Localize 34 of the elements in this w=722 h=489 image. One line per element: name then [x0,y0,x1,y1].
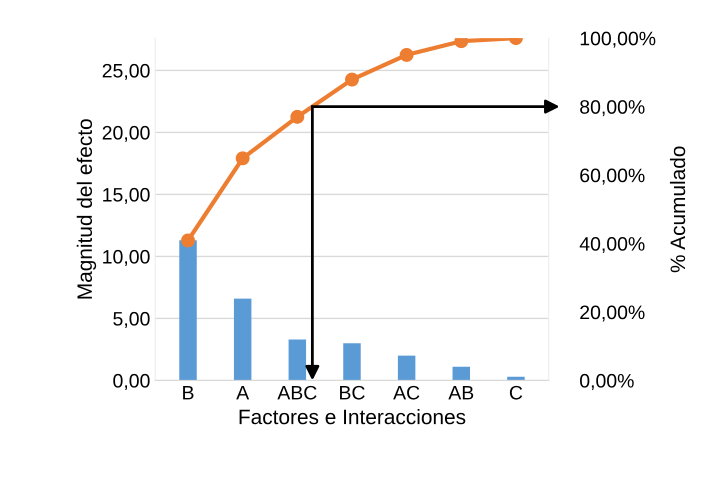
y-tick-label: 10,00 [103,250,150,266]
point [345,72,359,87]
y2-tick-label: 60,00% [580,168,645,185]
bar [288,340,306,380]
x-tick-label: BC [340,386,365,400]
y-tick-label: 0,00 [113,374,150,390]
bar [179,240,197,380]
y-tick-label: 5,00 [113,312,150,328]
x-tick-label: ABC [277,386,317,400]
bar [234,298,252,380]
x-tick-label: AB [448,386,474,400]
x-axis-title: Factores e Interacciones [240,408,466,424]
y-axis-title: Magnitud del efecto [76,119,96,298]
x-tick-label: AC [393,386,420,400]
y2-tick-label: 100,00% [580,32,656,48]
y-tick-label: 20,00 [102,126,150,142]
bar [398,356,416,380]
x-tick-label: C [510,386,522,400]
y2-tick-label: 80,00% [580,100,645,116]
y-tick-label: 15,00 [103,188,150,204]
y-tick-label: 25,00 [102,64,150,80]
point [236,151,250,166]
x-tick-label: A [236,386,250,400]
bar [507,376,525,380]
bar [343,343,361,380]
y2-tick-label: 40,00% [580,236,645,254]
point [290,110,304,124]
y2-tick-label: 20,00% [580,305,645,322]
point [400,48,414,62]
point [181,233,195,248]
y2-tick-label: 0,00% [580,374,634,390]
bar [452,366,470,380]
x-tick-label: B [183,386,194,400]
y2-axis-title: % Acumulado [670,146,686,272]
